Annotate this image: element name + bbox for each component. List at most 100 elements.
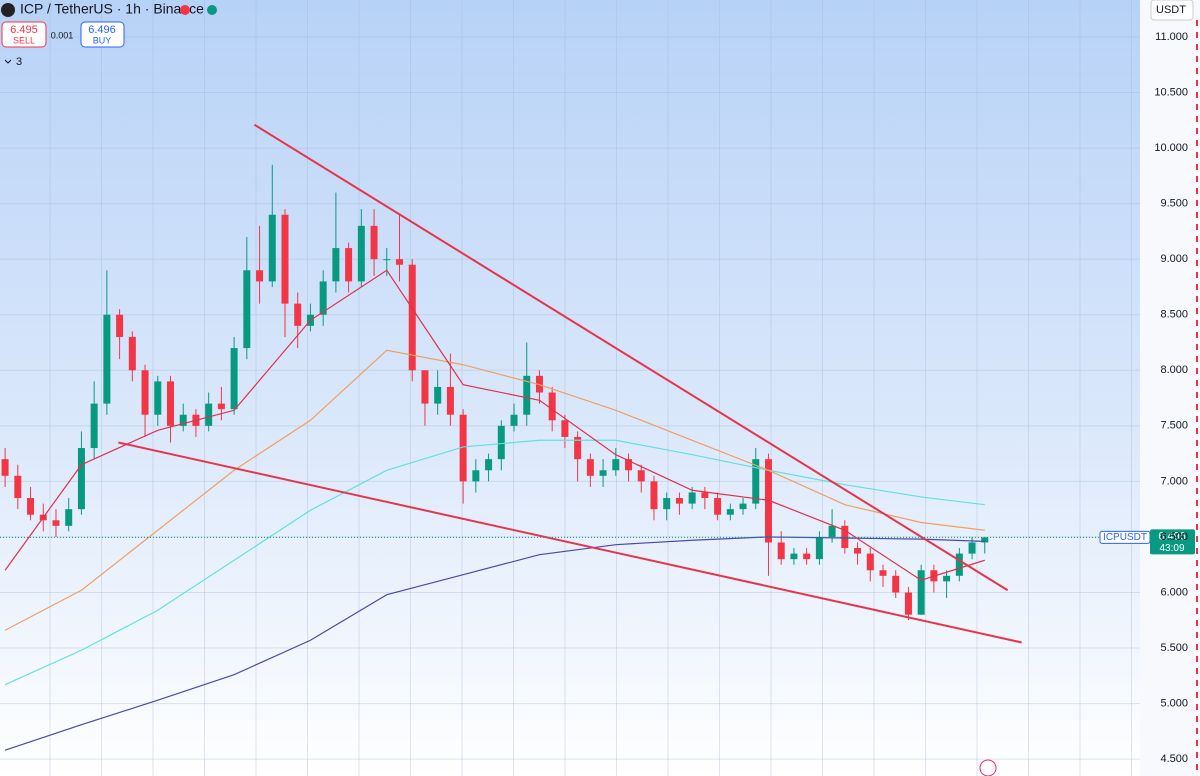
y-tick-label: 10.500 xyxy=(1154,86,1188,98)
price-tag-value: 6.496 xyxy=(1158,530,1186,542)
candle-body xyxy=(434,386,442,404)
candle-body xyxy=(548,392,556,421)
symbol-icon xyxy=(1,3,15,17)
candle-body xyxy=(803,553,811,560)
candle-body xyxy=(294,303,302,326)
candle-body xyxy=(879,570,887,576)
candle-body xyxy=(612,459,620,471)
status-dot xyxy=(180,5,190,15)
spread: 0.001 xyxy=(51,30,74,40)
candle-body xyxy=(345,248,353,282)
candle-body xyxy=(701,492,709,499)
y-tick-label: 4.500 xyxy=(1160,753,1188,765)
y-tick-label: 10.000 xyxy=(1154,142,1188,154)
candle-body xyxy=(103,314,111,404)
currency-button[interactable] xyxy=(1150,0,1194,21)
moving-average xyxy=(4,269,985,581)
moving-average xyxy=(4,349,985,631)
candle-body xyxy=(561,420,569,437)
candle-body xyxy=(166,381,174,426)
candle-body xyxy=(396,259,404,265)
candle-body xyxy=(90,403,98,449)
candle-body xyxy=(688,492,696,504)
candle-body xyxy=(599,470,607,476)
status-dot xyxy=(207,5,217,15)
buy-label: BUY xyxy=(93,35,112,45)
candle-body xyxy=(459,414,467,482)
candle-body xyxy=(586,459,594,476)
buy-price: 6.496 xyxy=(88,24,116,36)
candle-body xyxy=(14,475,22,499)
candle-body xyxy=(256,270,264,282)
y-tick-label: 6.500 xyxy=(1160,531,1188,543)
currency: USDT xyxy=(1156,4,1186,16)
y-tick-label: 7.000 xyxy=(1160,475,1188,487)
candle-body xyxy=(955,553,963,576)
candle-body xyxy=(981,537,989,543)
candle-body xyxy=(625,459,633,471)
candle-body xyxy=(726,509,734,515)
y-tick-label: 5.500 xyxy=(1160,642,1188,654)
candle-body xyxy=(383,259,391,261)
candle-body xyxy=(77,448,85,510)
candle-body xyxy=(943,575,951,582)
price-tag-countdown: 43:09 xyxy=(1159,543,1184,554)
sell-price: 6.495 xyxy=(10,24,38,36)
trendline xyxy=(253,123,1009,592)
y-tick-label: 5.000 xyxy=(1160,697,1188,709)
symbol-title[interactable]: ICP / TetherUS · 1h · Binance xyxy=(20,1,204,17)
y-tick-label: 8.500 xyxy=(1160,309,1188,321)
candle-body xyxy=(854,548,862,554)
candle-body xyxy=(357,225,365,282)
candle-body xyxy=(904,592,912,615)
candle-body xyxy=(790,553,798,560)
candle-body xyxy=(408,264,416,371)
candle-body xyxy=(116,314,124,337)
indicators-toggle[interactable] xyxy=(4,59,12,64)
price-tag xyxy=(1150,529,1195,555)
sell-button[interactable] xyxy=(1,21,47,48)
candle-body xyxy=(217,403,225,410)
sell-label: SELL xyxy=(13,35,35,45)
y-tick-label: 9.500 xyxy=(1160,198,1188,210)
candle-body xyxy=(268,214,276,282)
candle-body xyxy=(205,403,213,426)
candle-body xyxy=(141,370,149,415)
candle-body xyxy=(472,470,480,482)
candle-body xyxy=(892,575,900,593)
y-tick-label: 7.500 xyxy=(1160,420,1188,432)
moving-average xyxy=(4,536,985,751)
candle-body xyxy=(777,542,785,560)
candle-body xyxy=(281,214,289,304)
candle-body xyxy=(1,459,9,476)
candle-body xyxy=(815,536,823,560)
candle-body xyxy=(485,459,493,471)
y-tick-label: 6.000 xyxy=(1160,586,1188,598)
candle-body xyxy=(65,509,73,526)
candle-body xyxy=(128,336,136,371)
candle-body xyxy=(179,414,187,426)
buy-button[interactable] xyxy=(80,21,125,48)
candle-body xyxy=(574,436,582,460)
candle-body xyxy=(917,570,925,615)
candle-body xyxy=(497,425,505,460)
candle-body xyxy=(650,481,658,510)
indicators-count: 3 xyxy=(16,56,22,68)
flash-icon[interactable] xyxy=(979,759,997,776)
candle-body xyxy=(243,270,251,349)
candle-body xyxy=(523,375,531,415)
candle-body xyxy=(714,498,722,515)
candle-body xyxy=(866,553,874,571)
candle-body xyxy=(675,498,683,504)
y-tick-label: 11.000 xyxy=(1155,31,1188,43)
candle-body xyxy=(332,248,340,282)
candle-body xyxy=(446,386,454,415)
candle-body xyxy=(370,225,378,260)
y-tick-label: 8.000 xyxy=(1160,364,1188,376)
candle-body xyxy=(841,525,849,549)
candle-body xyxy=(663,498,671,510)
candle-body xyxy=(739,503,747,510)
symbol-tag-label: ICPUSDT xyxy=(1103,532,1147,543)
